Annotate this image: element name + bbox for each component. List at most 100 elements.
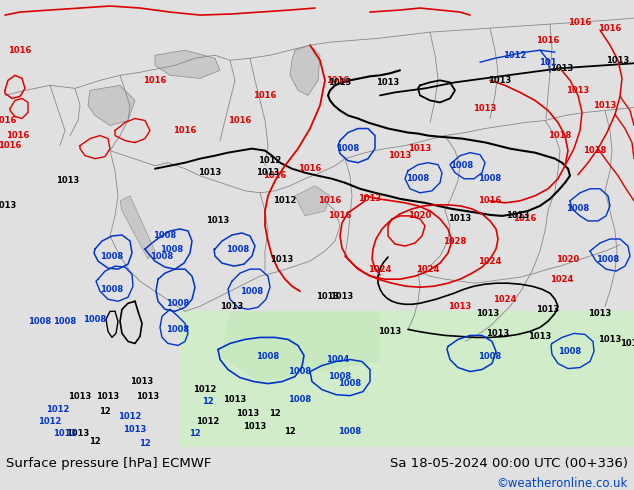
Polygon shape — [180, 311, 634, 447]
Text: 1013: 1013 — [256, 168, 280, 177]
Text: 1012: 1012 — [46, 405, 70, 414]
Text: 1008: 1008 — [597, 255, 619, 264]
Polygon shape — [120, 196, 155, 259]
Text: 1013: 1013 — [198, 168, 222, 177]
Text: 1016: 1016 — [598, 24, 622, 33]
Text: 1013: 1013 — [96, 392, 120, 401]
Text: 1013: 1013 — [328, 78, 352, 87]
Text: 1008: 1008 — [167, 299, 190, 308]
Text: ©weatheronline.co.uk: ©weatheronline.co.uk — [496, 477, 628, 490]
Text: 1008: 1008 — [339, 427, 361, 436]
Text: 1008: 1008 — [100, 251, 124, 261]
Text: 1016: 1016 — [143, 76, 167, 85]
Text: 1013: 1013 — [316, 292, 340, 301]
Text: 1008: 1008 — [337, 144, 359, 153]
Text: 1013: 1013 — [550, 64, 574, 73]
Text: 1016: 1016 — [327, 76, 350, 85]
Text: 1013: 1013 — [0, 201, 16, 210]
Text: 12: 12 — [284, 427, 296, 436]
Text: 1016: 1016 — [228, 116, 252, 125]
Text: 1016: 1016 — [514, 215, 537, 223]
Text: 1016: 1016 — [0, 116, 16, 125]
Text: 1013: 1013 — [408, 144, 432, 153]
Text: 12: 12 — [202, 397, 214, 406]
Text: 1024: 1024 — [493, 295, 517, 304]
Text: 12: 12 — [99, 407, 111, 416]
Text: 1016: 1016 — [536, 36, 560, 45]
Text: 1013: 1013 — [330, 292, 354, 301]
Text: 1016: 1016 — [8, 46, 32, 55]
Text: 1013: 1013 — [68, 392, 92, 401]
Text: 1013: 1013 — [488, 76, 512, 85]
Text: 1008: 1008 — [100, 285, 124, 294]
Text: 1018: 1018 — [583, 146, 607, 155]
Text: 1016: 1016 — [263, 171, 287, 180]
Text: 1008: 1008 — [339, 379, 361, 388]
Text: 1008: 1008 — [288, 395, 311, 404]
Polygon shape — [295, 186, 330, 216]
Text: 1016: 1016 — [299, 164, 321, 173]
Text: 1013: 1013 — [270, 255, 294, 264]
Text: 1008: 1008 — [256, 352, 280, 361]
Text: 1013: 1013 — [486, 329, 510, 338]
Text: 1013: 1013 — [598, 335, 621, 344]
Polygon shape — [290, 45, 320, 96]
Text: 1018: 1018 — [548, 131, 572, 140]
Text: 12: 12 — [89, 438, 101, 446]
Text: 1012: 1012 — [197, 417, 220, 426]
Text: 1013: 1013 — [593, 101, 617, 110]
Text: 1016: 1016 — [478, 196, 501, 205]
Polygon shape — [88, 85, 135, 125]
Text: 1012: 1012 — [38, 417, 61, 426]
Text: 1008: 1008 — [240, 287, 264, 296]
Text: 1013: 1013 — [136, 392, 160, 401]
Text: 1013: 1013 — [474, 104, 496, 113]
Text: 1012: 1012 — [273, 196, 297, 205]
Text: 1004: 1004 — [327, 355, 349, 364]
Text: 1013: 1013 — [606, 56, 630, 65]
Text: 1013: 1013 — [377, 78, 399, 87]
Text: 1012: 1012 — [258, 156, 281, 165]
Text: 1013: 1013 — [448, 302, 472, 311]
Text: 1013: 1013 — [566, 86, 590, 95]
Text: 1008: 1008 — [84, 315, 107, 324]
Text: 1013: 1013 — [221, 302, 243, 311]
Text: 12: 12 — [139, 440, 151, 448]
Text: 1013: 1013 — [67, 429, 89, 439]
Text: 1013: 1013 — [389, 151, 411, 160]
Polygon shape — [155, 50, 220, 78]
Text: 1016: 1016 — [318, 196, 342, 205]
Text: 1024: 1024 — [417, 265, 440, 273]
Text: 1008: 1008 — [53, 317, 77, 326]
Text: 1013: 1013 — [358, 195, 382, 203]
Text: 1013: 1013 — [207, 217, 230, 225]
Text: 101: 101 — [540, 58, 557, 67]
Text: 1013: 1013 — [53, 429, 77, 439]
Text: 1013: 1013 — [621, 339, 634, 348]
Text: 1013: 1013 — [124, 425, 146, 434]
Text: 1013: 1013 — [236, 409, 260, 418]
Text: 1016: 1016 — [0, 141, 22, 150]
Text: 1020: 1020 — [408, 211, 432, 220]
Text: 1008: 1008 — [566, 204, 590, 213]
Text: 1013: 1013 — [476, 309, 500, 318]
Text: 1008: 1008 — [160, 245, 184, 253]
Text: 1012: 1012 — [193, 385, 217, 394]
Text: 1020: 1020 — [557, 255, 579, 264]
Text: 12: 12 — [269, 409, 281, 418]
Text: 1008: 1008 — [167, 325, 190, 334]
Text: 1008: 1008 — [559, 347, 581, 356]
Text: 1013: 1013 — [56, 176, 80, 185]
Text: 1008: 1008 — [153, 231, 176, 241]
Text: 1013: 1013 — [131, 377, 153, 386]
Text: 1012: 1012 — [503, 51, 527, 60]
Text: 1028: 1028 — [443, 237, 467, 245]
Text: 1024: 1024 — [478, 257, 501, 266]
Text: Surface pressure [hPa] ECMWF: Surface pressure [hPa] ECMWF — [6, 457, 212, 470]
Text: 1016: 1016 — [173, 126, 197, 135]
Text: 1008: 1008 — [406, 174, 430, 183]
Text: 1008: 1008 — [288, 367, 311, 376]
Text: 1016: 1016 — [254, 91, 276, 100]
Text: 1008: 1008 — [450, 161, 474, 170]
Text: 1013: 1013 — [536, 305, 560, 314]
